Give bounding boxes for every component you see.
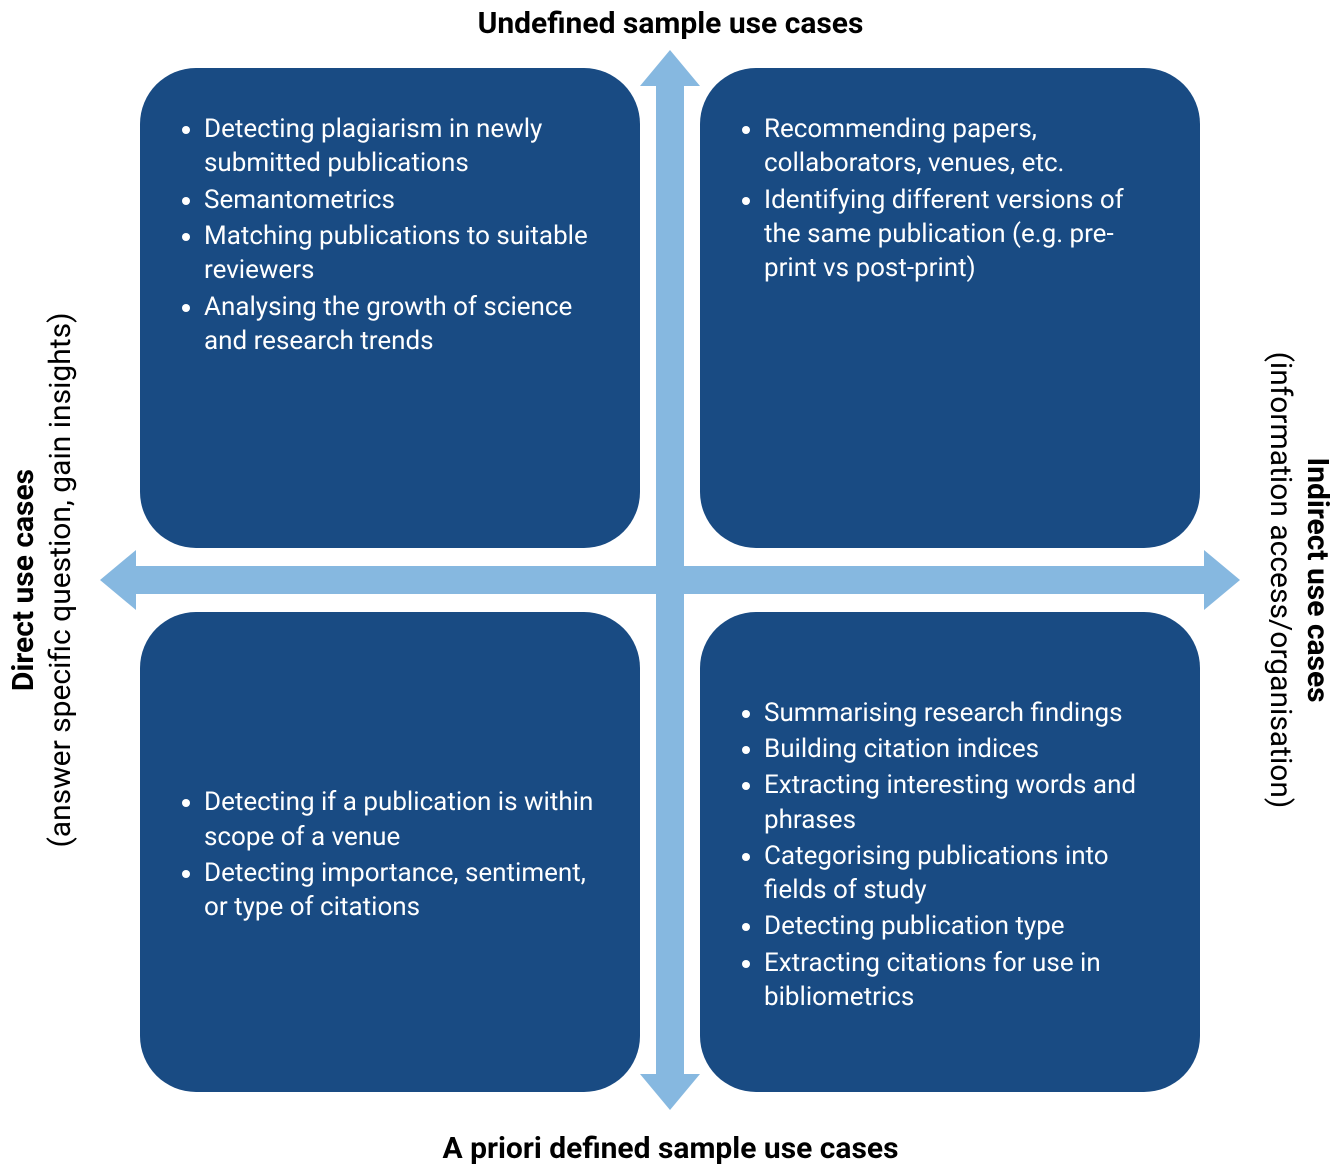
quadrant-list-bottom-right: Summarising research findings Building c…	[742, 696, 1164, 1017]
list-item: Identifying different versions of the sa…	[764, 183, 1164, 286]
quadrant-bottom-left: Detecting if a publication is within sco…	[140, 612, 640, 1092]
list-item: Summarising research findings	[764, 696, 1164, 730]
axis-subtitle-left: (answer specific question, gain insights…	[43, 312, 78, 847]
quadrant-list-top-right: Recommending papers, collaborators, venu…	[742, 112, 1164, 286]
quadrant-list-bottom-left: Detecting if a publication is within sco…	[182, 785, 604, 926]
vertical-axis-shaft	[656, 80, 684, 1080]
axis-title-right: Indirect use cases	[1300, 457, 1335, 702]
list-item: Categorising publications into fields of…	[764, 839, 1164, 908]
list-item: Semantometrics	[204, 183, 604, 217]
list-item: Extracting citations for use in bibliome…	[764, 946, 1164, 1015]
arrow-head-left	[100, 550, 136, 610]
list-item: Extracting interesting words and phrases	[764, 768, 1164, 837]
list-item: Matching publications to suitable review…	[204, 219, 604, 288]
axis-label-right: Indirect use cases (information access/o…	[1263, 352, 1335, 809]
arrow-head-right	[1204, 550, 1240, 610]
quadrant-top-left: Detecting plagiarism in newly submitted …	[140, 68, 640, 548]
list-item: Detecting if a publication is within sco…	[204, 785, 604, 854]
axis-title-bottom: A priori defined sample use cases	[443, 1131, 899, 1166]
list-item: Detecting importance, sentiment, or type…	[204, 856, 604, 925]
axis-subtitle-right: (information access/organisation)	[1263, 352, 1298, 809]
axis-title-top: Undefined sample use cases	[478, 6, 864, 41]
list-item: Recommending papers, collaborators, venu…	[764, 112, 1164, 181]
axis-title-left: Direct use cases	[6, 469, 41, 691]
axis-label-left: Direct use cases (answer specific questi…	[6, 312, 78, 847]
axis-label-top: Undefined sample use cases	[0, 6, 1341, 41]
arrow-head-up	[640, 50, 700, 86]
quadrant-list-top-left: Detecting plagiarism in newly submitted …	[182, 112, 604, 358]
list-item: Detecting publication type	[764, 909, 1164, 943]
list-item: Building citation indices	[764, 732, 1164, 766]
list-item: Detecting plagiarism in newly submitted …	[204, 112, 604, 181]
arrow-head-down	[640, 1074, 700, 1110]
axis-label-bottom: A priori defined sample use cases	[0, 1131, 1341, 1166]
quadrant-top-right: Recommending papers, collaborators, venu…	[700, 68, 1200, 548]
list-item: Analysing the growth of science and rese…	[204, 290, 604, 359]
quadrant-bottom-right: Summarising research findings Building c…	[700, 612, 1200, 1092]
